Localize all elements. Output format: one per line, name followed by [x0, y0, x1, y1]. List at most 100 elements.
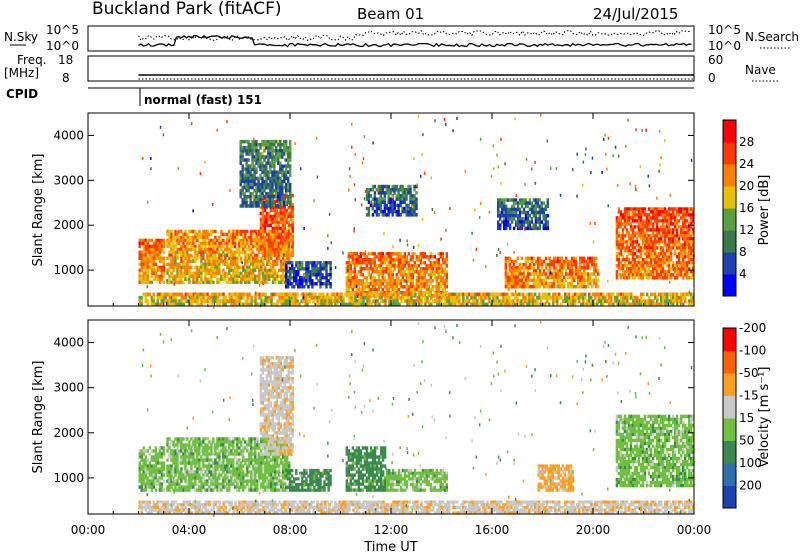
heatmap-cell	[608, 299, 611, 304]
heatmap-cell	[648, 302, 651, 307]
heatmap-cell	[651, 213, 655, 217]
heatmap-cell	[441, 276, 444, 280]
heatmap-cell	[265, 179, 268, 184]
heatmap-cell	[363, 261, 366, 265]
heatmap-cell	[637, 258, 641, 262]
noise-right-tick-bottom: 10^0	[708, 39, 741, 53]
heatmap-cell	[686, 219, 689, 223]
heatmap-cell	[621, 234, 625, 238]
heatmap-cell	[249, 195, 252, 199]
heatmap-cell	[273, 149, 276, 153]
heatmap-cell	[262, 271, 265, 275]
heatmap-cell	[682, 295, 685, 300]
heatmap-cell	[275, 173, 278, 178]
heatmap-cell	[526, 266, 530, 270]
heatmap-cell	[669, 240, 673, 244]
heatmap-cell	[395, 279, 398, 283]
heatmap-cell	[532, 281, 536, 286]
heatmap-cell	[246, 299, 249, 304]
heatmap-cell	[253, 158, 256, 162]
heatmap-cell	[682, 252, 685, 256]
heatmap-cell	[690, 240, 693, 244]
heatmap-cell	[659, 234, 663, 238]
heatmap-cell	[409, 288, 412, 292]
heatmap-cell	[615, 234, 619, 238]
heatmap-cell	[200, 262, 203, 266]
heatmap-cell	[264, 271, 267, 275]
heatmap-cell	[310, 292, 313, 297]
heatmap-cell	[534, 201, 538, 205]
heatmap-cell	[178, 277, 181, 281]
heatmap-cell	[387, 206, 390, 211]
heatmap-cell	[270, 262, 273, 266]
heatmap-cell	[615, 270, 619, 274]
heatmap-cell	[162, 265, 166, 269]
heatmap-cell	[345, 282, 348, 286]
heatmap-cell	[591, 284, 594, 289]
heatmap-cell	[405, 206, 408, 211]
heatmap-cell	[625, 264, 629, 268]
heatmap-cell	[395, 194, 398, 198]
heatmap-cell	[196, 271, 199, 275]
heatmap-cell	[386, 292, 389, 297]
heatmap-cell	[168, 265, 171, 269]
heatmap-cell	[524, 281, 528, 286]
heatmap-cell	[665, 270, 669, 274]
heatmap-cell	[423, 294, 426, 298]
heatmap-cell	[319, 267, 322, 271]
heatmap-cell	[272, 274, 275, 278]
heatmap-cell	[289, 192, 292, 196]
heatmap-cell	[420, 292, 423, 297]
heatmap-cell	[498, 299, 501, 304]
heatmap-cell	[649, 255, 653, 259]
heatmap-cell	[148, 256, 151, 260]
heatmap-cell	[347, 252, 350, 256]
heatmap-cell	[566, 259, 570, 264]
heatmap-cell	[478, 292, 481, 297]
heatmap-cell	[445, 270, 448, 274]
heatmap-cell	[423, 255, 426, 259]
heatmap-cell	[385, 203, 388, 208]
heatmap-cell	[236, 247, 239, 252]
heatmap-cell	[494, 302, 497, 307]
heatmap-cell	[629, 237, 633, 241]
heatmap-cell	[259, 238, 263, 243]
heatmap-cell	[279, 167, 282, 171]
heatmap-cell	[138, 238, 141, 243]
heatmap-cell	[226, 247, 229, 252]
heatmap-cell	[240, 259, 243, 263]
heatmap-cell	[220, 292, 223, 297]
heatmap-cell	[269, 185, 272, 190]
heatmap-cell	[409, 194, 412, 198]
heatmap-cell	[273, 173, 276, 178]
heatmap-cell	[277, 170, 280, 174]
heatmap-cell	[490, 292, 493, 297]
heatmap-cell	[503, 223, 506, 227]
heatmap-cell	[284, 292, 287, 297]
heatmap-cell	[178, 280, 181, 284]
heatmap-cell	[589, 266, 592, 270]
heatmap-cell	[362, 299, 365, 304]
heatmap-cell	[311, 279, 314, 283]
heatmap-cell	[168, 262, 171, 266]
heatmap-cell	[279, 247, 282, 252]
heatmap-cell	[194, 229, 197, 234]
heatmap-cell	[373, 270, 376, 274]
heatmap-cell	[336, 302, 339, 307]
heatmap-cell	[407, 213, 410, 217]
heatmap-cell	[313, 273, 316, 277]
heatmap-cell	[680, 255, 683, 259]
heatmap-cell	[429, 294, 432, 298]
heatmap-cell	[262, 277, 265, 281]
heatmap-cell	[251, 182, 254, 187]
heatmap-cell	[546, 275, 550, 279]
heatmap-cell	[286, 302, 289, 307]
heatmap-cell	[615, 237, 619, 241]
heatmap-cell	[340, 299, 343, 304]
heatmap-cell	[363, 288, 366, 292]
heatmap-cell	[631, 270, 635, 274]
heatmap-cell	[633, 210, 637, 214]
heatmap-cell	[154, 262, 158, 266]
heatmap-cell	[386, 295, 389, 300]
heatmap-cell	[544, 272, 548, 276]
